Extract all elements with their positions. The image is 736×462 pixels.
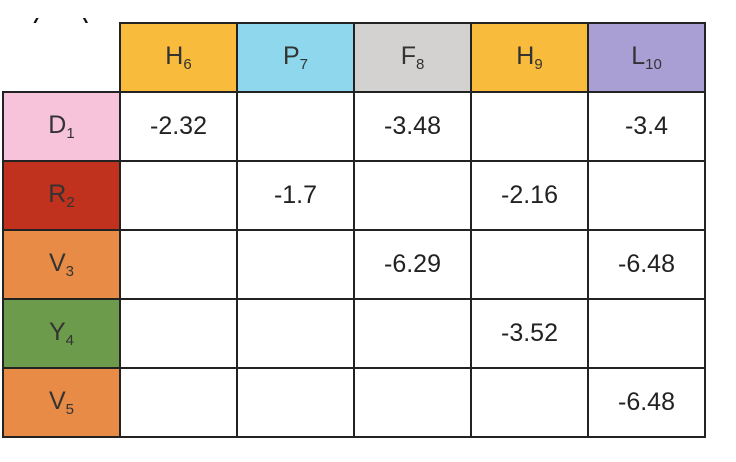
value-cell: -6.48: [587, 367, 706, 438]
value-cell: [587, 160, 706, 231]
table-row: R2 -1.7 -2.16: [2, 160, 706, 231]
value-cell: [236, 229, 355, 300]
value-cell: [119, 298, 238, 369]
value-cell: [470, 229, 589, 300]
table-row: D1 -2.32 -3.48 -3.4: [2, 91, 706, 162]
label-letter: H: [165, 42, 184, 70]
label-letter: P: [282, 42, 300, 70]
label-letter: D: [48, 111, 67, 139]
label-letter: V: [48, 249, 66, 277]
label-letter: V: [48, 387, 66, 415]
row-header: D1: [2, 91, 121, 162]
value-cell: [353, 298, 472, 369]
column-header: H6: [119, 22, 238, 93]
label-index: 6: [183, 56, 192, 73]
value-cell: [119, 160, 238, 231]
label-index: 9: [534, 56, 543, 73]
label-index: 1: [66, 125, 75, 142]
header-row: H6 P7 F8 H9 L10: [3, 22, 706, 93]
value-cell: [119, 229, 238, 300]
table-row: V3 -6.29 -6.48: [2, 229, 706, 300]
label-index: 10: [645, 56, 662, 73]
column-header: L10: [587, 22, 706, 93]
label-index: 4: [65, 332, 75, 349]
value-cell: [236, 298, 355, 369]
column-header: F8: [353, 22, 472, 93]
label-letter: Y: [48, 318, 66, 346]
value-cell: [236, 91, 355, 162]
value-cell: -3.48: [353, 91, 472, 162]
value-cell: [236, 367, 355, 438]
interaction-table: H6 P7 F8 H9 L10 D1 -2.32 -3.48 -3.4 R2 -1.7 -2.16 V3…: [2, 22, 706, 438]
value-cell: [119, 367, 238, 438]
row-header: R2: [2, 160, 121, 231]
value-cell: [353, 367, 472, 438]
corner-cell: [3, 23, 120, 92]
value-cell: -3.52: [470, 298, 589, 369]
label-index: 3: [65, 263, 75, 280]
label-index: 7: [299, 56, 309, 73]
value-cell: -6.48: [587, 229, 706, 300]
label-index: 8: [415, 56, 425, 73]
value-cell: -1.7: [236, 160, 355, 231]
label-index: 5: [65, 401, 75, 418]
row-header: Y4: [2, 298, 121, 369]
value-cell: [470, 91, 589, 162]
label-letter: R: [48, 180, 67, 208]
value-cell: -6.29: [353, 229, 472, 300]
value-cell: -2.16: [470, 160, 589, 231]
value-cell: [587, 298, 706, 369]
table-row: V5 -6.48: [2, 367, 706, 438]
value-cell: [353, 160, 472, 231]
label-letter: H: [516, 42, 535, 70]
label-letter: L: [631, 42, 646, 70]
row-header: V3: [2, 229, 121, 300]
column-header: H9: [470, 22, 589, 93]
table-row: Y4 -3.52: [2, 298, 706, 369]
column-header: P7: [236, 22, 355, 93]
value-cell: -2.32: [119, 91, 238, 162]
label-index: 2: [66, 194, 75, 211]
label-letter: F: [400, 42, 416, 70]
value-cell: -3.4: [587, 91, 706, 162]
row-header: V5: [2, 367, 121, 438]
value-cell: [470, 367, 589, 438]
